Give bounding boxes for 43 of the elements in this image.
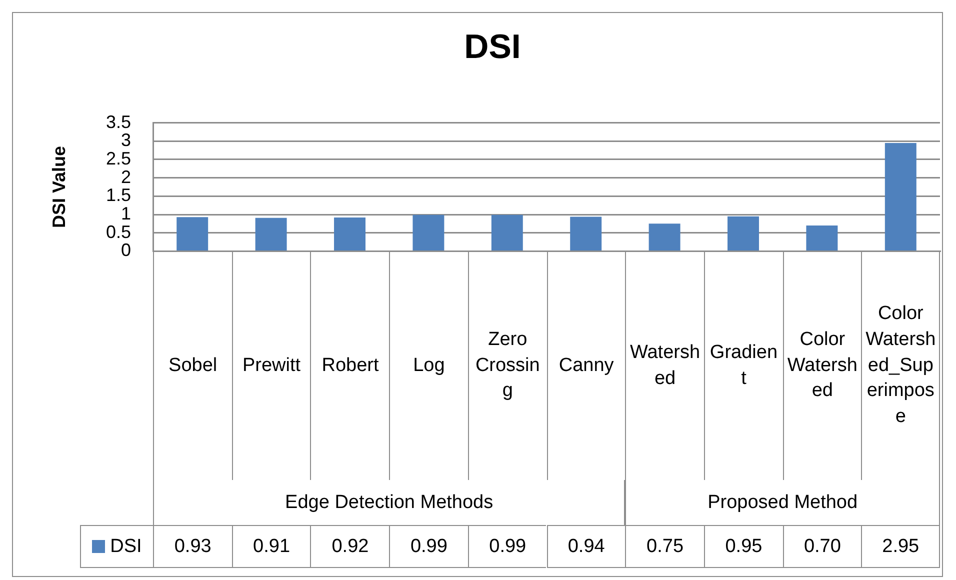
bar bbox=[728, 216, 759, 250]
data-label: 0.75 bbox=[646, 534, 684, 559]
x-tick-label: Color Watershed bbox=[786, 328, 858, 404]
bar bbox=[491, 214, 523, 250]
y-tick-label: 0.5 bbox=[106, 222, 131, 242]
bar bbox=[176, 217, 208, 250]
y-tick-label: 2.5 bbox=[106, 148, 131, 168]
y-axis-title: DSI Value bbox=[48, 146, 69, 228]
x-tick-label: Color Watershed_Superimpose bbox=[865, 302, 936, 430]
x-tick-label: Watershed bbox=[629, 340, 701, 391]
legend-label: DSI bbox=[110, 534, 142, 559]
y-tick-label: 0 bbox=[120, 240, 131, 260]
x-tick-label: Gradient bbox=[708, 340, 779, 391]
bar bbox=[412, 214, 444, 250]
x-tick-label: Canny bbox=[558, 354, 614, 378]
bar bbox=[806, 226, 838, 250]
x-tick-label: Prewitt bbox=[242, 354, 301, 378]
data-label: 0.94 bbox=[568, 534, 605, 559]
chart-title: DSI bbox=[464, 28, 521, 66]
y-tick-label: 3.5 bbox=[106, 112, 131, 132]
bar bbox=[884, 142, 916, 250]
x-tick-label: Robert bbox=[322, 354, 379, 378]
y-tick-label: 1.5 bbox=[106, 185, 131, 206]
x-tick-label: Zero Crossing bbox=[474, 328, 541, 404]
data-label: 0.99 bbox=[410, 534, 448, 559]
bar bbox=[570, 216, 602, 250]
y-tick-label: 3 bbox=[120, 130, 131, 150]
x-tick-label: Log bbox=[413, 354, 445, 378]
data-label: 0.70 bbox=[804, 534, 841, 559]
data-label: 2.95 bbox=[882, 534, 920, 559]
text: Edge Detection Methods bbox=[285, 490, 494, 515]
data-label: 0.99 bbox=[489, 534, 526, 559]
bar bbox=[255, 218, 287, 250]
bar bbox=[648, 224, 680, 250]
bar bbox=[334, 217, 366, 250]
y-tick-label: 2 bbox=[120, 166, 131, 187]
text: Proposed Method bbox=[708, 490, 858, 515]
data-label: 0.95 bbox=[725, 534, 762, 559]
data-label: 0.93 bbox=[174, 534, 212, 559]
data-label: 0.92 bbox=[332, 534, 369, 559]
data-label: 0.91 bbox=[253, 534, 290, 559]
y-tick-label: 1 bbox=[120, 203, 131, 224]
x-tick-label: Sobel bbox=[168, 354, 218, 378]
